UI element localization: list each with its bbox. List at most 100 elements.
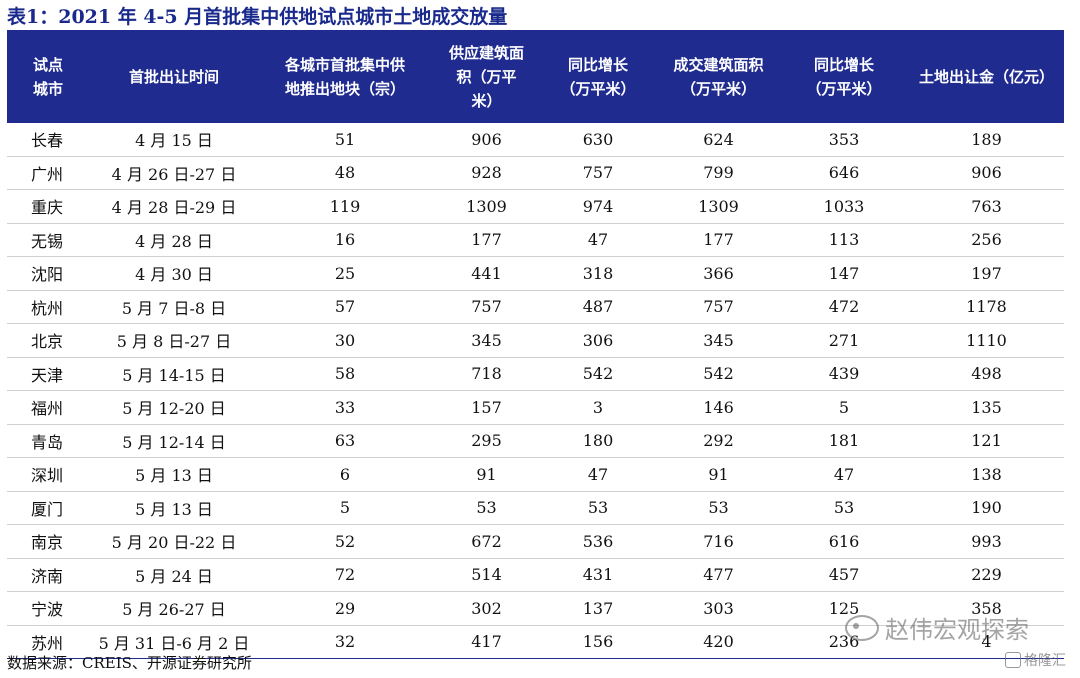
table-cell: 5 月 20 日-22 日: [93, 524, 255, 559]
table-cell: 906: [909, 156, 1064, 190]
table-cell: 53: [538, 491, 658, 525]
table-cell: 431: [538, 558, 658, 592]
table-cell: 190: [909, 491, 1064, 525]
table-cell: 189: [909, 123, 1064, 157]
table-cell: 420: [658, 625, 779, 659]
table-cell: 358: [909, 591, 1064, 626]
table-cell: 4 月 15 日: [93, 123, 255, 157]
table-cell: 4 月 28 日-29 日: [93, 189, 255, 224]
table-cell: 5: [255, 491, 435, 525]
table-cell: 1309: [435, 189, 538, 224]
table-cell: 498: [909, 357, 1064, 391]
table-cell: 48: [255, 156, 435, 190]
table-cell: 757: [435, 290, 538, 324]
table-cell: 91: [435, 457, 538, 492]
table-cell: 646: [779, 156, 909, 190]
table-cell: 4 月 30 日: [93, 256, 255, 291]
table-cell: 29: [255, 591, 435, 626]
table-cell: 1309: [658, 189, 779, 224]
table-cell: 47: [538, 223, 658, 257]
table-cell: 5 月 26-27 日: [93, 591, 255, 626]
table-cell: 353: [779, 123, 909, 157]
table-cell: 5: [779, 390, 909, 425]
table-cell: 157: [435, 390, 538, 425]
table-cell: 536: [538, 524, 658, 559]
table-cell: 672: [435, 524, 538, 559]
table-cell: 993: [909, 524, 1064, 559]
table-cell: 135: [909, 390, 1064, 425]
city-cell: 福州: [7, 390, 93, 425]
table-row: 济南 5 月 24 日 72 514 431 477 457 229: [7, 558, 1064, 592]
table-cell: 197: [909, 256, 1064, 291]
table-row: 沈阳 4 月 30 日 25 441 318 366 147 197: [7, 256, 1064, 291]
table-cell: 439: [779, 357, 909, 391]
table-cell: 757: [658, 290, 779, 324]
table-cell: 441: [435, 256, 538, 291]
watermark-secondary: 格隆汇: [1005, 650, 1066, 670]
city-cell: 重庆: [7, 189, 93, 224]
table-cell: 180: [538, 424, 658, 458]
watermark-text: 赵伟宏观探索: [885, 616, 1029, 644]
table-cell: 5 月 13 日: [93, 457, 255, 492]
table-row: 福州 5 月 12-20 日 33 157 3 146 5 135: [7, 390, 1064, 425]
column-header: 同比增长 （万平米）: [779, 30, 909, 123]
table-cell: 928: [435, 156, 538, 190]
table-cell: 47: [538, 457, 658, 492]
table-cell: 5 月 12-20 日: [93, 390, 255, 425]
table-cell: 974: [538, 189, 658, 224]
table-cell: 4 月 26 日-27 日: [93, 156, 255, 190]
table-cell: 1033: [779, 189, 909, 224]
table-cell: 25: [255, 256, 435, 291]
table-row: 无锡 4 月 28 日 16 177 47 177 113 256: [7, 223, 1064, 257]
table-cell: 457: [779, 558, 909, 592]
table-cell: 137: [538, 591, 658, 626]
table-cell: 4: [909, 625, 1064, 659]
table-cell: 5 月 14-15 日: [93, 357, 255, 391]
table-cell: 63: [255, 424, 435, 458]
table-cell: 30: [255, 323, 435, 358]
table-cell: 716: [658, 524, 779, 559]
table-cell: 417: [435, 625, 538, 659]
table-cell: 542: [538, 357, 658, 391]
table-cell: 303: [658, 591, 779, 626]
wechat-icon: [845, 614, 879, 641]
table-cell: 1178: [909, 290, 1064, 324]
table-cell: 51: [255, 123, 435, 157]
table-cell: 5 月 24 日: [93, 558, 255, 592]
table-cell: 58: [255, 357, 435, 391]
table-cell: 138: [909, 457, 1064, 492]
table-cell: 624: [658, 123, 779, 157]
watermark-secondary-text: 格隆汇: [1024, 653, 1066, 669]
table-cell: 5 月 7 日-8 日: [93, 290, 255, 324]
table-cell: 53: [435, 491, 538, 525]
city-cell: 济南: [7, 558, 93, 592]
table-cell: 5 月 13 日: [93, 491, 255, 525]
table-cell: 72: [255, 558, 435, 592]
table-cell: 125: [779, 591, 909, 626]
table-cell: 119: [255, 189, 435, 224]
city-cell: 厦门: [7, 491, 93, 525]
table-cell: 146: [658, 390, 779, 425]
table-cell: 616: [779, 524, 909, 559]
table-cell: 487: [538, 290, 658, 324]
city-cell: 深圳: [7, 457, 93, 492]
table-cell: 5 月 12-14 日: [93, 424, 255, 458]
table-cell: 229: [909, 558, 1064, 592]
table-cell: 147: [779, 256, 909, 291]
table-cell: 181: [779, 424, 909, 458]
table-row: 杭州 5 月 7 日-8 日 57 757 487 757 472 1178: [7, 290, 1064, 324]
header-row: 试点 城市 首批出让时间 各城市首批集中供 地推出地块（宗） 供应建筑面 积（万平 米…: [7, 30, 1064, 123]
city-cell: 杭州: [7, 290, 93, 324]
city-cell: 无锡: [7, 223, 93, 257]
table-cell: 113: [779, 223, 909, 257]
table-cell: 763: [909, 189, 1064, 224]
table-cell: 3: [538, 390, 658, 425]
watermark: 赵伟宏观探索: [845, 610, 1029, 645]
table-cell: 295: [435, 424, 538, 458]
column-header: 试点 城市: [7, 30, 93, 123]
table-cell: 16: [255, 223, 435, 257]
city-cell: 北京: [7, 323, 93, 358]
column-header: 同比增长 （万平米）: [538, 30, 658, 123]
table-cell: 718: [435, 357, 538, 391]
table-cell: 91: [658, 457, 779, 492]
